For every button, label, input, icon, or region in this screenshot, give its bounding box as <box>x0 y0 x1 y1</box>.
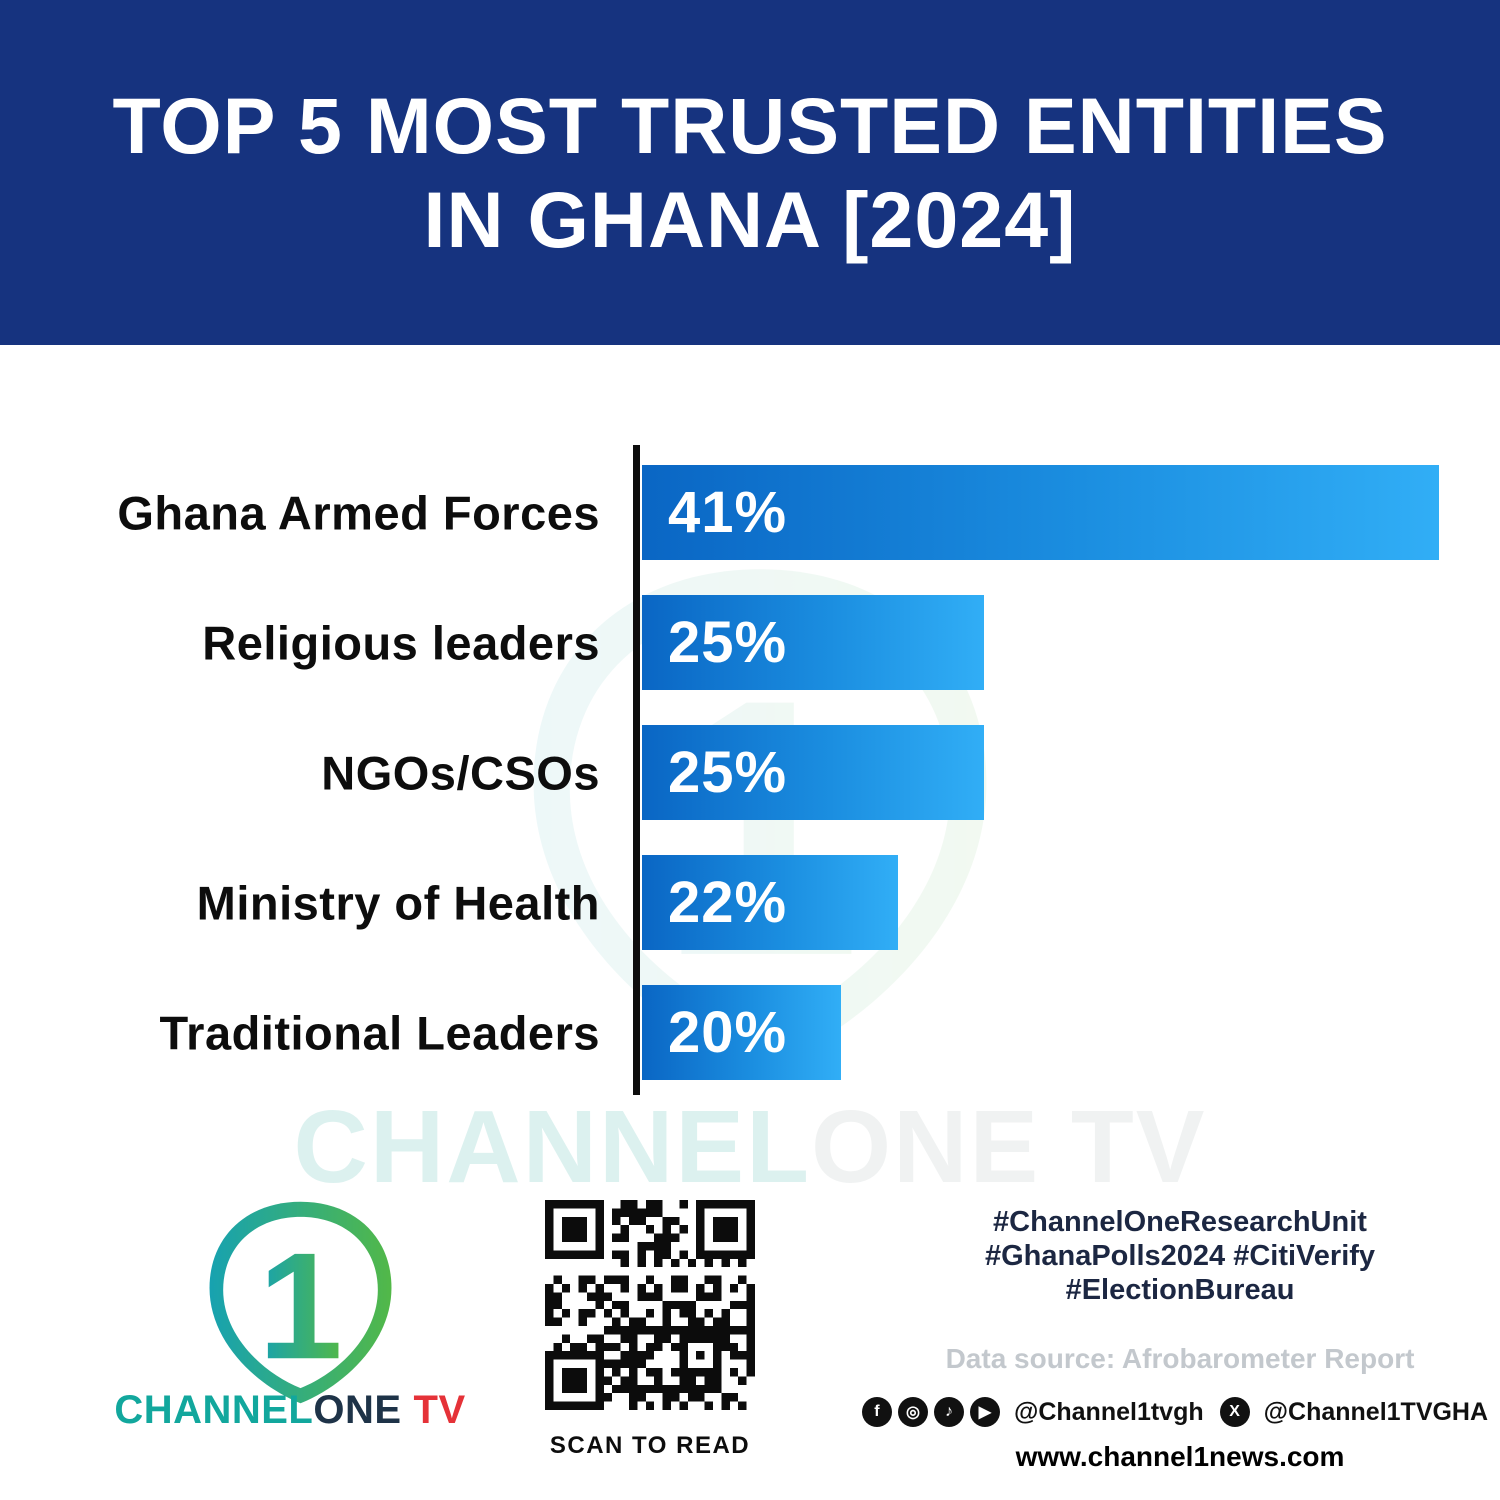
bar-value: 25% <box>668 610 788 675</box>
bar-label: NGOs/CSOs <box>321 746 600 799</box>
page-title-line2: IN GHANA [2024] <box>423 174 1077 264</box>
facebook-icon: f <box>861 1397 892 1427</box>
header: TOP 5 MOST TRUSTED ENTITIES IN GHANA [20… <box>0 0 1500 345</box>
chart-row: Religious leaders 25% <box>0 595 1500 690</box>
bar-label: Religious leaders <box>202 616 600 669</box>
social-handle-1: @Channel1tvgh <box>1013 1397 1204 1426</box>
youtube-icon: ▶ <box>969 1397 1000 1427</box>
bar-value: 41% <box>668 480 788 545</box>
brand-one: ONE <box>313 1388 402 1432</box>
tiktok-icon: ♪ <box>933 1397 964 1427</box>
page-title-line1: TOP 5 MOST TRUSTED ENTITIES <box>112 81 1388 171</box>
bar-value: 25% <box>668 740 788 805</box>
chart-row: Ministry of Health 22% <box>0 855 1500 950</box>
brand-channel: CHANNEL <box>114 1388 314 1432</box>
brand-wordmark: CHANNELONE TV <box>40 1388 540 1433</box>
svg-text:1: 1 <box>258 1222 342 1391</box>
website-url: www.channel1news.com <box>1015 1441 1345 1472</box>
social-handle-2: @Channel1TVGHA <box>1263 1397 1489 1426</box>
qr-caption: SCAN TO READ <box>549 1432 751 1459</box>
footer-right-column: #ChannelOneResearchUnit #GhanaPolls2024 … <box>861 1205 1488 1473</box>
bar-label: Ghana Armed Forces <box>117 486 600 539</box>
channel-one-logo: 1 <box>170 1190 430 1420</box>
bar-value: 20% <box>668 1000 788 1065</box>
hashtag-line-3: #ElectionBureau <box>1065 1274 1295 1306</box>
instagram-icon: ◎ <box>897 1397 928 1427</box>
bar: 25% <box>642 595 984 690</box>
chart-axis <box>633 445 640 1095</box>
chart-rows: Ghana Armed Forces 41% Religious leaders 25… <box>0 465 1500 1080</box>
qr-code <box>545 1200 755 1415</box>
bar-label: Traditional Leaders <box>159 1006 600 1059</box>
data-source: Data source: Afrobarometer Report <box>945 1343 1415 1374</box>
bar-value: 22% <box>668 870 788 935</box>
hashtag-line-1: #ChannelOneResearchUnit <box>993 1206 1367 1238</box>
x-icon: X <box>1219 1397 1250 1427</box>
hashtag-line-2: #GhanaPolls2024 #CitiVerify <box>984 1240 1376 1272</box>
qr-code-icon <box>545 1200 755 1410</box>
chart-row: NGOs/CSOs 25% <box>0 725 1500 820</box>
channel-one-pick-icon: 1 <box>209 1201 391 1404</box>
bar: 41% <box>642 465 1439 560</box>
chart-row: Traditional Leaders 20% <box>0 985 1500 1080</box>
bar: 22% <box>642 855 898 950</box>
chart-row: Ghana Armed Forces 41% <box>0 465 1500 560</box>
brand-tv: TV <box>413 1388 466 1432</box>
bar-label: Ministry of Health <box>196 876 600 929</box>
bar: 20% <box>642 985 841 1080</box>
bar: 25% <box>642 725 984 820</box>
bar-chart: Ghana Armed Forces 41% Religious leaders 25… <box>0 445 1500 1115</box>
social-row: f ◎ ♪ ▶ @Channel1tvgh X @Channel1TVGHA <box>861 1397 1488 1427</box>
